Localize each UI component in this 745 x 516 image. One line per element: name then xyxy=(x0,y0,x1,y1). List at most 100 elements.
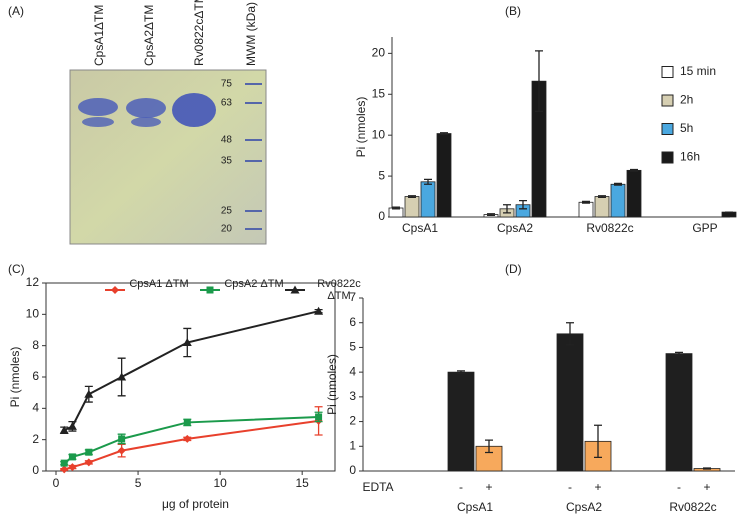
y-tick-label: 6 xyxy=(349,315,356,329)
marker xyxy=(315,413,323,421)
line xyxy=(63,419,319,471)
marker xyxy=(60,459,68,467)
series-label: + xyxy=(594,480,601,494)
bar xyxy=(420,181,436,218)
legend-label: 5h xyxy=(680,121,693,135)
legend-marker xyxy=(290,285,300,294)
band xyxy=(126,98,166,118)
error-bar xyxy=(408,195,416,199)
error-bar xyxy=(487,213,495,217)
marker xyxy=(68,453,76,461)
legend-label: CpsA2 ΔTM xyxy=(224,278,284,290)
legend-label: CpsA1 ΔTM xyxy=(129,278,189,290)
legend-label: Rv0822c ΔTM xyxy=(317,278,361,302)
x-tick-label: CpsA1 xyxy=(457,500,493,514)
legend-label: 15 min xyxy=(680,64,716,78)
y-tick-label: 3 xyxy=(349,389,356,403)
bar xyxy=(556,333,584,472)
marker xyxy=(84,389,94,398)
x-tick-label: Rv0822c xyxy=(669,500,716,514)
panel-label: (C) xyxy=(8,262,25,276)
x-tick-label: CpsA1 xyxy=(402,221,438,235)
series-label: - xyxy=(677,480,681,494)
gel xyxy=(69,69,267,245)
marker xyxy=(183,418,191,426)
x-axis-label: μg of protein xyxy=(162,497,229,511)
y-tick-label: 2 xyxy=(32,432,39,446)
error-bar xyxy=(519,199,527,210)
bar xyxy=(721,211,737,218)
marker xyxy=(68,463,77,472)
band xyxy=(172,93,216,127)
y-tick-label: 0 xyxy=(378,209,385,223)
y-axis-label: Pi (nmoles) xyxy=(325,354,339,415)
marker xyxy=(182,338,192,347)
y-tick-label: 7 xyxy=(349,290,356,304)
x-tick-label: 15 xyxy=(295,476,309,490)
x-tick-label: 5 xyxy=(135,476,142,490)
legend-label: 2h xyxy=(680,93,693,107)
series-label: + xyxy=(485,480,492,494)
y-tick-label: 0 xyxy=(349,463,356,477)
marker-label: 63 xyxy=(221,98,233,109)
x-tick-label: GPP xyxy=(692,221,717,235)
panel-label: (A) xyxy=(8,4,24,18)
y-tick-label: 5 xyxy=(349,340,356,354)
marker-label: 25 xyxy=(221,206,233,217)
marker xyxy=(117,372,127,381)
marker xyxy=(118,435,126,443)
error-bar xyxy=(614,182,622,186)
error-bar xyxy=(566,322,574,346)
bar xyxy=(578,201,594,218)
y-tick-label: 2 xyxy=(349,414,356,428)
lane-label: CpsA2ΔTM xyxy=(142,5,156,66)
legend-marker xyxy=(206,286,214,294)
marker xyxy=(314,306,324,315)
y-axis-label: Pi (nmoles) xyxy=(8,347,22,408)
bar xyxy=(626,169,642,218)
line xyxy=(63,310,319,432)
x-tick-label: CpsA2 xyxy=(566,500,602,514)
y-tick-label: 10 xyxy=(26,307,40,321)
marker xyxy=(183,434,192,443)
legend-swatch xyxy=(661,151,674,164)
bar xyxy=(665,353,693,472)
legend-label: 16h xyxy=(680,150,700,164)
marker-label: 75 xyxy=(221,79,233,90)
error-bar xyxy=(503,204,511,214)
x-tick-label: 0 xyxy=(53,476,60,490)
band xyxy=(82,117,114,127)
legend-swatch xyxy=(661,123,674,135)
band xyxy=(78,98,118,116)
y-tick-label: 4 xyxy=(349,364,356,378)
panel-label: (B) xyxy=(505,4,521,18)
x-tick-label: Rv0822c xyxy=(586,221,633,235)
plot-frame xyxy=(45,282,336,472)
marker xyxy=(85,448,93,456)
y-tick-label: 12 xyxy=(26,275,40,289)
error-bar xyxy=(440,132,448,136)
error-bar xyxy=(535,50,543,113)
error-bar xyxy=(582,200,590,204)
bar xyxy=(610,183,626,218)
y-tick-label: 5 xyxy=(378,168,385,182)
bar xyxy=(594,196,610,218)
marker-label: 48 xyxy=(221,135,233,146)
error-bar xyxy=(630,168,638,172)
marker xyxy=(67,421,77,430)
error-bar xyxy=(424,178,432,185)
y-tick-label: 4 xyxy=(32,401,39,415)
lane-label: CpsA1ΔTM xyxy=(92,5,106,66)
bar xyxy=(447,371,475,472)
marker xyxy=(117,446,126,455)
error-bar xyxy=(485,439,493,454)
error-bar xyxy=(675,351,683,356)
error-bar xyxy=(457,370,465,375)
y-tick-label: 0 xyxy=(32,463,39,477)
legend-swatch xyxy=(661,94,674,107)
marker-label: 35 xyxy=(221,156,233,167)
bar xyxy=(404,196,420,218)
x-tick-label: CpsA2 xyxy=(497,221,533,235)
